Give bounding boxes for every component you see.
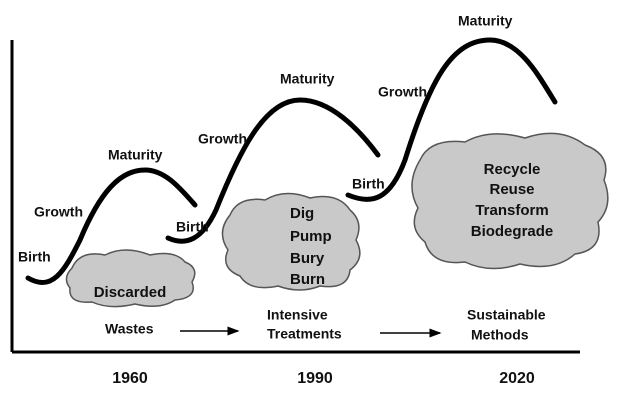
- cloud: [221, 192, 361, 291]
- cloud-text: Pump: [290, 228, 332, 245]
- maturity-label: Maturity: [458, 13, 513, 29]
- birth-label: Birth: [18, 249, 51, 265]
- cloud-text: Reuse: [489, 181, 534, 198]
- cloud-text: Biodegrade: [471, 223, 554, 240]
- cloud-text: Transform: [475, 202, 548, 219]
- birth-label: Birth: [176, 219, 209, 235]
- stage-label: Wastes: [105, 321, 154, 337]
- stage-label: Methods: [471, 327, 529, 343]
- cloud-text: Burn: [290, 271, 325, 288]
- cloud-text: Dig: [290, 205, 314, 222]
- life-cycle-curve: [165, 97, 381, 244]
- birth-label: Birth: [352, 176, 385, 192]
- stage-label: Sustainable: [467, 307, 546, 323]
- stage-label: Treatments: [267, 326, 342, 342]
- cloud: [411, 132, 609, 270]
- growth-label: Growth: [198, 131, 247, 147]
- cloud-text: Bury: [290, 250, 325, 267]
- year-label: 1960: [112, 370, 148, 387]
- maturity-label: Maturity: [108, 147, 163, 163]
- life-cycle-curve: [345, 37, 558, 202]
- growth-label: Growth: [34, 204, 83, 220]
- maturity-label: Maturity: [280, 71, 335, 87]
- year-label: 1990: [297, 370, 333, 387]
- stage-label: Intensive: [267, 307, 328, 323]
- life-cycle-curve: [25, 167, 198, 285]
- year-label: 2020: [499, 370, 535, 387]
- growth-label: Growth: [378, 84, 427, 100]
- cloud: [65, 249, 196, 308]
- cloud-text: Discarded: [94, 284, 167, 301]
- cloud-text: Recycle: [484, 161, 541, 178]
